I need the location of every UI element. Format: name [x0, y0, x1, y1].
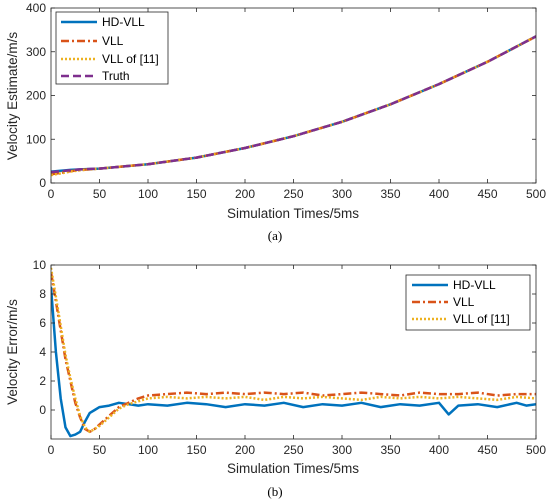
- x-tick-label: 150: [186, 187, 206, 201]
- series-group-b: [51, 267, 536, 438]
- y-tick-label: 0: [39, 176, 46, 190]
- x-tick-label: 350: [380, 187, 400, 201]
- legend-label-truth: Truth: [102, 69, 130, 83]
- y-tick-label: 4: [39, 345, 46, 359]
- x-tick-label: 300: [332, 443, 352, 457]
- legend-label-vll11: VLL of [11]: [102, 52, 159, 66]
- x-tick-label: 400: [429, 443, 449, 457]
- y-tick-label: 300: [26, 45, 46, 59]
- x-tick-label: 250: [283, 443, 303, 457]
- x-tick-label: 100: [138, 443, 158, 457]
- legend-label-vll11-b: VLL of [11]: [453, 312, 510, 326]
- x-tick-label: 500: [526, 443, 546, 457]
- chart-panel-a: 0 50 100 150 200 250 300 350 400 450 500 0 100 200 300…: [5, 1, 546, 243]
- caption-a: (a): [268, 228, 282, 243]
- x-tick-label: 50: [93, 187, 107, 201]
- legend-label-hd-vll: HD-VLL: [102, 15, 145, 29]
- x-tick-label: 0: [48, 443, 55, 457]
- y-tick-label: 400: [26, 1, 46, 15]
- x-tick-label: 200: [235, 443, 255, 457]
- x-tick-label: 150: [186, 443, 206, 457]
- series-line-vll-of-11: [51, 35, 536, 177]
- x-tick-label: 450: [477, 443, 497, 457]
- x-tick-label: 450: [477, 187, 497, 201]
- y-tick-label: 2: [39, 374, 46, 388]
- y-tick-label: 0: [39, 403, 46, 417]
- series-line-truth: [51, 35, 536, 174]
- y-tick-label: 6: [39, 316, 46, 330]
- y-tick-label: 200: [26, 89, 46, 103]
- series-line-hd-vll: [51, 286, 536, 438]
- x-tick-label: 100: [138, 187, 158, 201]
- y-tick-label: 10: [33, 258, 47, 272]
- x-tick-label: 300: [332, 187, 352, 201]
- chart-panel-b: 0 50 100 150 200 250 300 350 400 450 500 0 2 4 6 8 10 HD…: [5, 258, 546, 499]
- legend-box-a: [55, 11, 169, 85]
- x-tick-label: 200: [235, 187, 255, 201]
- legend-a: HD-VLL VLL VLL of [11] Truth: [55, 11, 169, 85]
- y-axis-label-b: Velocity Error/m/s: [5, 299, 20, 405]
- x-axis-label-a: Simulation Times/5ms: [227, 206, 359, 221]
- legend-label-vll: VLL: [102, 34, 124, 48]
- series-group-a: [51, 35, 536, 177]
- legend-b: HD-VLL VLL VLL of [11]: [405, 274, 531, 331]
- y-axis-label-a: Velocity Estimate/m/s: [5, 32, 20, 161]
- ticks-a: 0 50 100 150 200 250 300 350 400 450 500 0 100 200 300…: [26, 1, 546, 201]
- x-tick-label: 250: [283, 187, 303, 201]
- x-axis-label-b: Simulation Times/5ms: [227, 461, 359, 476]
- x-tick-label: 50: [93, 443, 107, 457]
- x-tick-label: 350: [380, 443, 400, 457]
- legend-label-vll-b: VLL: [453, 295, 475, 309]
- y-tick-label: 8: [39, 287, 46, 301]
- x-tick-label: 400: [429, 187, 449, 201]
- y-tick-label: 100: [26, 132, 46, 146]
- ticks-b: 0 50 100 150 200 250 300 350 400 450 500 0 2 4 6 8 10: [33, 258, 547, 457]
- x-tick-label: 500: [526, 187, 546, 201]
- legend-label-hd-vll-b: HD-VLL: [453, 278, 496, 292]
- caption-b: (b): [267, 484, 282, 499]
- x-tick-label: 0: [48, 187, 55, 201]
